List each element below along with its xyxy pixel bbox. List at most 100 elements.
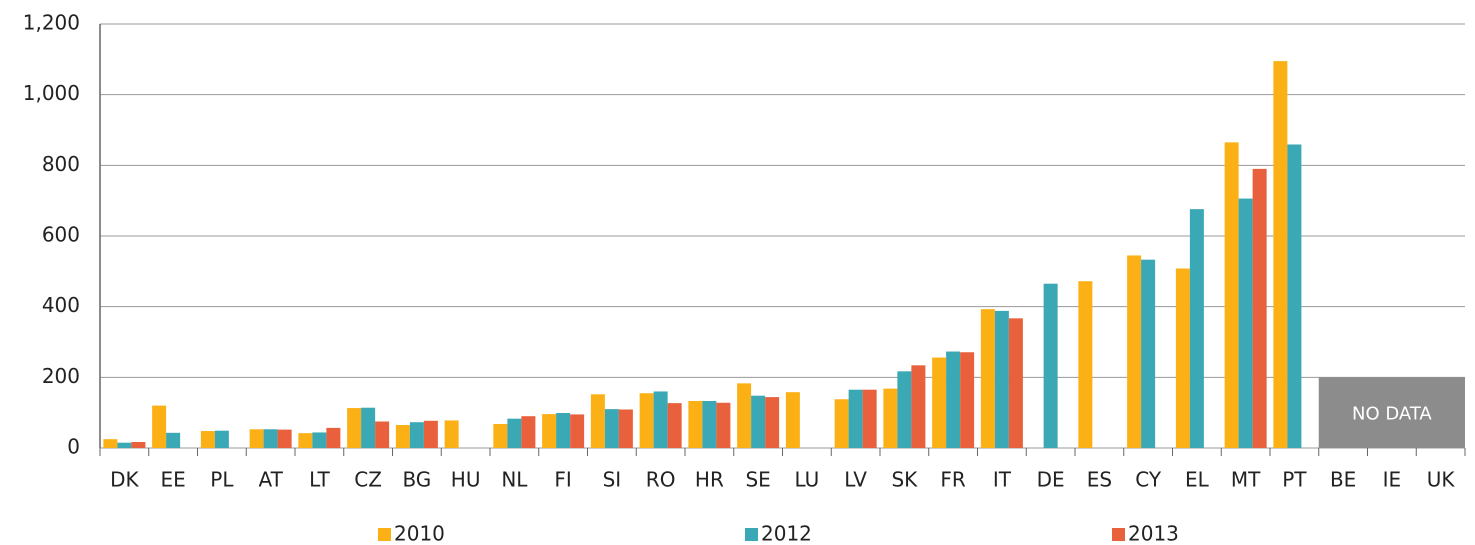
legend-swatch <box>1112 528 1125 541</box>
x-tick-label: NL <box>501 468 528 492</box>
x-tick-label: SI <box>603 468 622 492</box>
bar <box>1252 168 1267 448</box>
bar <box>312 432 327 448</box>
bar <box>347 408 362 448</box>
bar <box>785 392 800 448</box>
x-tick-label: LU <box>794 468 819 492</box>
bar <box>507 418 522 448</box>
bar <box>751 395 766 448</box>
bar <box>166 432 181 448</box>
bar <box>1008 318 1023 448</box>
x-tick-label: HR <box>695 468 724 492</box>
bar <box>214 430 229 448</box>
bar <box>590 394 605 448</box>
bar <box>409 422 424 448</box>
x-tick-label: MT <box>1231 468 1261 492</box>
bar <box>423 420 438 448</box>
x-tick-label: PT <box>1282 468 1307 492</box>
bar <box>277 429 292 448</box>
bar <box>980 309 995 448</box>
x-tick-label: LV <box>844 468 867 492</box>
y-tick-label: 800 <box>42 152 80 176</box>
bar <box>249 429 264 448</box>
bar <box>395 425 410 448</box>
bar <box>1043 283 1058 448</box>
bar <box>1078 281 1093 448</box>
y-tick-label: 1,200 <box>23 11 80 35</box>
bar <box>1224 142 1239 448</box>
no-data-label: NO DATA <box>1352 404 1432 425</box>
x-tick-label: EE <box>160 468 185 492</box>
x-tick-label: CZ <box>354 468 382 492</box>
no-data-box <box>1318 377 1465 448</box>
bar <box>960 352 975 448</box>
x-tick-label: ES <box>1087 468 1112 492</box>
bar <box>444 420 459 448</box>
bar <box>765 397 780 448</box>
bar <box>375 421 390 448</box>
x-tick-label: UK <box>1427 468 1456 492</box>
x-tick-label: FR <box>940 468 966 492</box>
legend-label: 2012 <box>761 522 812 545</box>
bar <box>1287 144 1302 448</box>
y-tick-label: 200 <box>42 364 80 388</box>
bar <box>653 391 668 448</box>
x-tick-label: BE <box>1330 468 1356 492</box>
x-tick-label: SK <box>891 468 918 492</box>
bar <box>263 429 278 448</box>
x-tick-label: BG <box>402 468 431 492</box>
x-tick-label: IE <box>1383 468 1402 492</box>
bar <box>556 413 571 448</box>
bar <box>618 409 633 448</box>
x-tick-label: IT <box>993 468 1012 492</box>
x-tick-label: SE <box>745 468 770 492</box>
bar <box>702 401 717 448</box>
bar <box>200 431 215 448</box>
bar <box>848 389 863 448</box>
bar <box>911 365 926 448</box>
y-tick-label: 400 <box>42 293 80 317</box>
x-tick-label: HU <box>451 468 481 492</box>
legend-swatch <box>745 528 758 541</box>
bar <box>521 416 536 448</box>
bar <box>1127 255 1142 448</box>
bar <box>1141 259 1156 448</box>
y-tick-label: 0 <box>67 435 80 459</box>
bar <box>1175 268 1190 448</box>
x-tick-label: DK <box>110 468 139 492</box>
x-tick-label: AT <box>258 468 283 492</box>
bar <box>1238 198 1253 448</box>
bar <box>542 414 557 448</box>
x-tick-label: DE <box>1037 468 1065 492</box>
y-tick-label: 1,000 <box>23 81 80 105</box>
bar <box>639 393 654 448</box>
bar <box>604 409 619 448</box>
bar <box>326 427 341 448</box>
bar <box>932 357 947 448</box>
bar <box>361 407 376 448</box>
bar <box>493 423 508 448</box>
bar <box>688 401 703 448</box>
x-tick-label: CY <box>1135 468 1162 492</box>
bar <box>131 441 146 448</box>
bar <box>117 442 132 448</box>
bar <box>862 389 877 448</box>
bar <box>152 405 167 448</box>
bar <box>946 351 961 448</box>
bar <box>897 371 912 448</box>
x-tick-label: FI <box>554 468 571 492</box>
bar <box>716 402 731 448</box>
x-tick-label: PL <box>210 468 234 492</box>
bar <box>570 414 585 448</box>
bar <box>298 433 313 448</box>
legend-label: 2010 <box>394 522 445 545</box>
bar <box>737 383 752 448</box>
y-tick-label: 600 <box>42 223 80 247</box>
x-tick-label: LT <box>309 468 330 492</box>
bar <box>667 403 682 448</box>
x-tick-label: RO <box>646 468 676 492</box>
bar <box>103 439 118 448</box>
bar <box>883 388 898 448</box>
